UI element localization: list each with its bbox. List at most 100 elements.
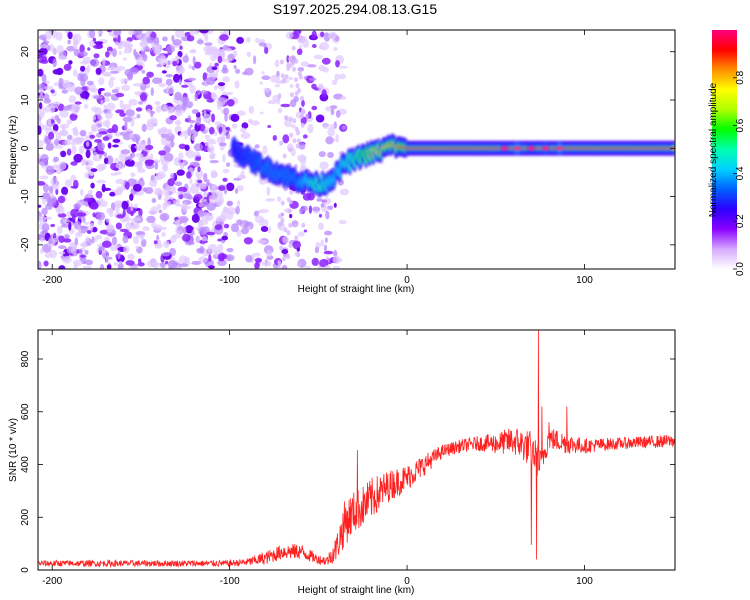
noise-blob (154, 187, 163, 196)
noise-blob (165, 78, 173, 86)
noise-blob (197, 210, 205, 217)
noise-blob (301, 99, 305, 107)
noise-blob (80, 254, 87, 258)
noise-blob (117, 250, 121, 260)
noise-blob (58, 161, 67, 170)
noise-blob (60, 150, 67, 158)
noise-blob (181, 84, 189, 88)
noise-blob (191, 66, 196, 71)
noise-blob (122, 103, 132, 111)
noise-blob (299, 208, 304, 215)
noise-blob (186, 149, 195, 159)
noise-blob (282, 134, 290, 144)
noise-blob (142, 226, 150, 231)
noise-blob (289, 132, 294, 138)
noise-blob (294, 77, 298, 83)
noise-blob (318, 151, 326, 158)
noise-blob (115, 178, 125, 185)
noise-blob (211, 171, 218, 178)
noise-blob (163, 152, 174, 162)
noise-blob (136, 34, 142, 39)
noise-blob (160, 128, 169, 133)
noise-blob (320, 239, 325, 247)
noise-blob (230, 223, 239, 233)
noise-blob (223, 207, 228, 212)
noise-blob (338, 219, 347, 225)
noise-blob (52, 58, 57, 68)
noise-blob (200, 90, 208, 95)
noise-blob (341, 125, 347, 130)
noise-blob (129, 153, 133, 162)
noise-blob (161, 252, 171, 257)
noise-blob (108, 207, 114, 218)
noise-blob (66, 119, 73, 125)
noise-blob (296, 138, 301, 144)
noise-blob (311, 44, 317, 48)
noise-blob (117, 263, 124, 269)
noise-blob (297, 231, 305, 237)
noise-blob (234, 188, 239, 194)
noise-blob (161, 232, 166, 237)
noise-blob (202, 191, 209, 196)
noise-blob (289, 32, 294, 38)
noise-blob (291, 45, 296, 51)
noise-blob (70, 161, 78, 166)
noise-blob (122, 235, 129, 244)
noise-blob (90, 147, 96, 152)
noise-blob (198, 183, 207, 190)
noise-blob (162, 36, 168, 42)
noise-blob (312, 206, 321, 212)
noise-blob (194, 93, 198, 102)
noise-blob (299, 113, 304, 119)
noise-blob (45, 165, 55, 175)
noise-blob (295, 83, 300, 89)
noise-blob (40, 248, 44, 254)
noise-blob (236, 229, 242, 238)
noise-blob (179, 263, 189, 268)
noise-blob (262, 145, 268, 155)
noise-blob (240, 127, 247, 133)
noise-blob (98, 33, 102, 37)
noise-blob (146, 36, 155, 44)
noise-blob (68, 95, 77, 103)
noise-blob (302, 205, 308, 212)
noise-blob (92, 114, 97, 121)
snr-x-tick-label: 0 (404, 576, 410, 587)
noise-blob (339, 96, 347, 100)
noise-blob (120, 149, 131, 155)
noise-blob (136, 114, 141, 119)
noise-blob (166, 140, 176, 148)
noise-blob (158, 56, 168, 66)
noise-blob (179, 45, 183, 50)
noise-blob (222, 76, 231, 83)
noise-blob (284, 115, 289, 121)
noise-blob (282, 153, 287, 159)
noise-blob (195, 169, 204, 179)
noise-blob (141, 69, 146, 74)
snr-y-tick-label: 600 (20, 403, 31, 420)
noise-blob (187, 115, 192, 121)
noise-blob (160, 133, 167, 139)
noise-blob (120, 78, 125, 85)
noise-blob (304, 265, 311, 269)
noise-blob (169, 115, 177, 121)
noise-blob (124, 42, 128, 52)
noise-blob (128, 30, 136, 36)
noise-blob (52, 69, 61, 75)
noise-blob (53, 145, 64, 149)
noise-blob (100, 163, 107, 170)
noise-blob (38, 152, 41, 162)
noise-blob (132, 236, 140, 245)
noise-blob (223, 107, 230, 116)
noise-blob (79, 60, 90, 65)
noise-blob (124, 181, 130, 190)
noise-blob (268, 225, 272, 234)
noise-blob (138, 101, 144, 105)
noise-blob (196, 39, 204, 45)
noise-blob (90, 182, 95, 189)
noise-blob (254, 257, 263, 263)
noise-blob (98, 77, 105, 86)
noise-blob (142, 187, 147, 193)
noise-blob (279, 140, 284, 146)
